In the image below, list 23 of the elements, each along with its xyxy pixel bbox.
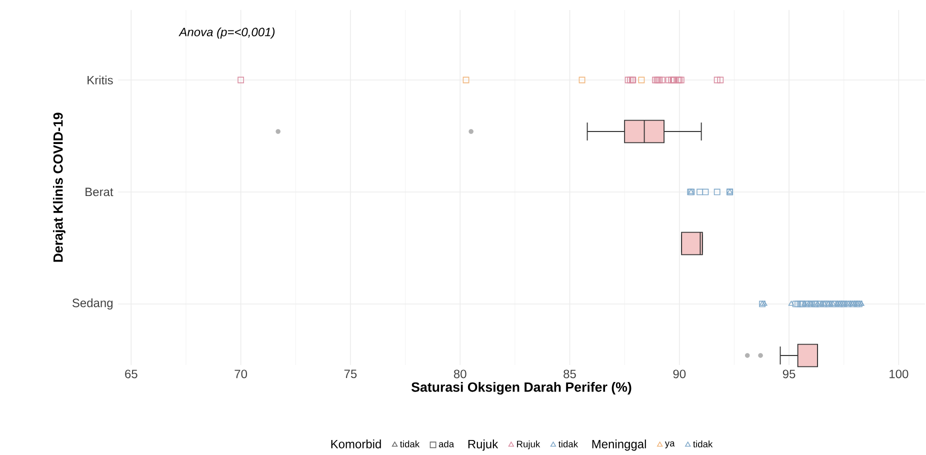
annotation: Anova (p=<0,001) xyxy=(178,27,275,39)
x-tick-label: 65 xyxy=(125,370,138,378)
text: Meninggal xyxy=(592,440,646,451)
text: Komorbid xyxy=(331,440,381,448)
x-tick-label: 95 xyxy=(782,370,796,378)
y-tick-label: Berat xyxy=(86,188,114,196)
x-tick-label: 100 xyxy=(890,370,908,378)
x-tick-label: 90 xyxy=(673,370,686,378)
legend-label: Rujuk xyxy=(517,440,540,450)
y-tick-label: Sedang xyxy=(72,298,113,310)
y-axis-title: Derajat Klinis COVID-19 xyxy=(53,112,66,262)
text: Rujuk xyxy=(468,440,498,451)
legend-label: tidak xyxy=(558,440,578,448)
legend-label: tidak xyxy=(693,440,713,448)
x-axis-title: Saturasi Oksigen Darah Perifer (%) xyxy=(411,382,632,395)
legend-label: ada xyxy=(438,440,454,448)
legend-label: ya xyxy=(664,441,675,448)
x-tick-label: 85 xyxy=(564,370,576,378)
x-tick-label: 75 xyxy=(344,370,357,378)
x-tick-label: 70 xyxy=(234,370,248,378)
legend-label: tidak xyxy=(400,440,420,448)
x-tick-label: 80 xyxy=(454,370,466,378)
y-tick-label: Kritis xyxy=(88,76,113,84)
